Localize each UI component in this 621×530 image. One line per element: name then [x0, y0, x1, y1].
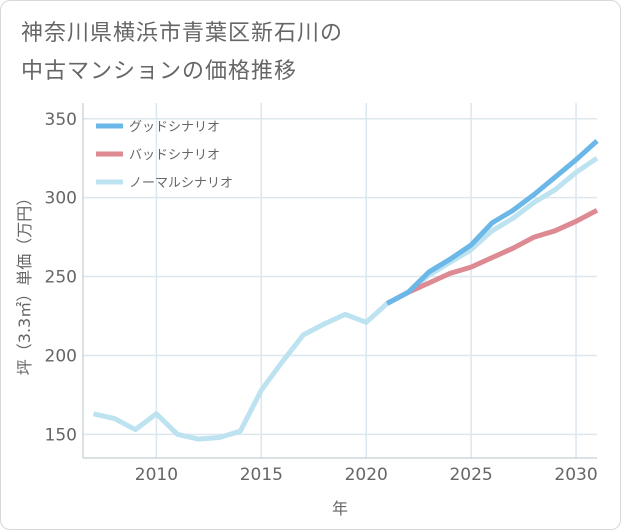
y-tick-label-300: 300: [45, 189, 77, 209]
y-tick-label-150: 150: [45, 425, 77, 445]
x-tick-label-2015: 2015: [240, 465, 283, 485]
series-line-0: [386, 139, 599, 306]
y-tick-label-200: 200: [45, 346, 77, 366]
series-line-1: [386, 208, 599, 306]
y-tick-label-350: 350: [45, 110, 77, 130]
y-tick-label-250: 250: [45, 268, 77, 288]
grid: [83, 103, 597, 458]
x-tick-label-2025: 2025: [449, 465, 492, 485]
chart-title-line-2: 中古マンションの価格推移: [21, 59, 298, 84]
chart-title: 神奈川県横浜市青葉区新石川の 中古マンションの価格推移: [21, 15, 343, 91]
legend-label-2: ノーマルシナリオ: [129, 176, 233, 191]
y-axis-title: 坪（3.3㎡）単価（万円）: [15, 190, 34, 375]
legend-label-1: バッドシナリオ: [129, 148, 220, 163]
legend-label-0: グッドシナリオ: [129, 120, 220, 135]
chart-title-line-1: 神奈川県横浜市青葉区新石川の: [21, 21, 344, 46]
x-tick-label-2030: 2030: [554, 465, 597, 485]
series-line-2: [92, 156, 599, 442]
x-axis-title: 年: [332, 499, 348, 518]
x-tick-label-2020: 2020: [345, 465, 388, 485]
x-tick-label-2010: 2010: [135, 465, 178, 485]
series-lines: [92, 139, 599, 442]
axes: 2010 2015 2020 2025 2030 150 200 250 300 350: [45, 103, 598, 485]
